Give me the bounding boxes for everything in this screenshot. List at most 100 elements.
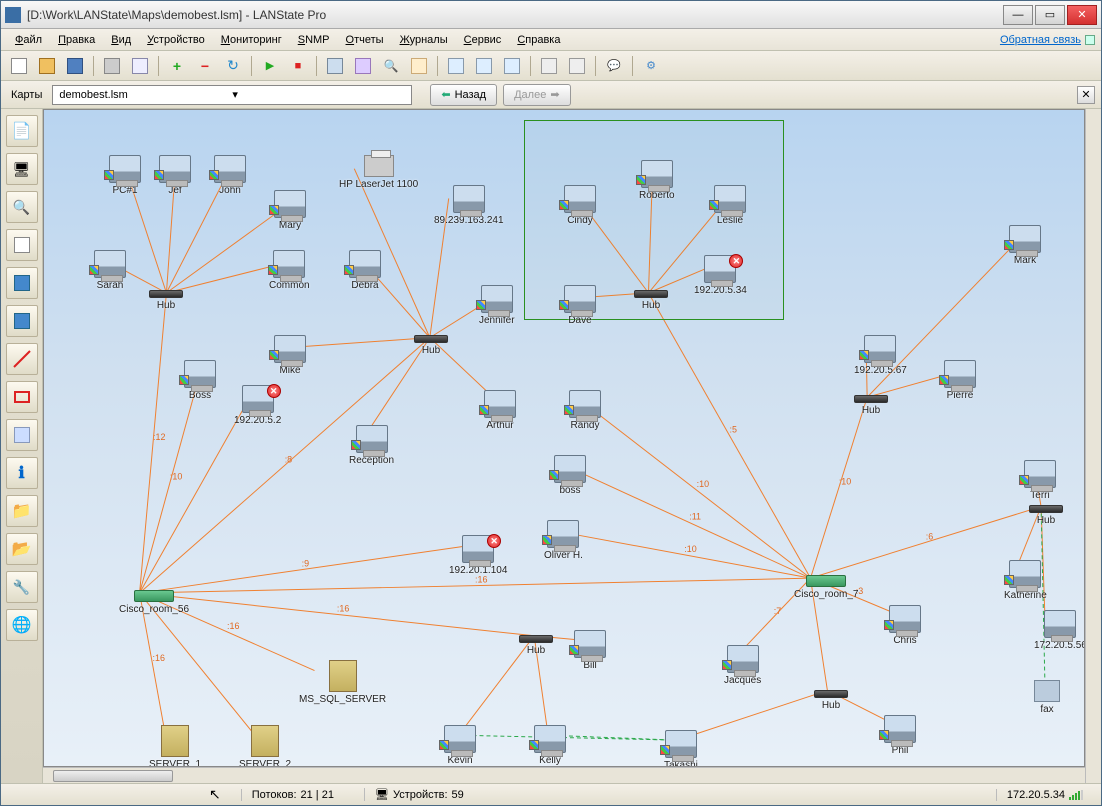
node-server1[interactable]: SERVER_1 [149, 725, 201, 767]
back-button[interactable]: ⬅ Назад [430, 84, 497, 106]
tool-line-icon[interactable] [6, 343, 38, 375]
node-boss2[interactable]: boss [554, 455, 586, 496]
node-jef[interactable]: Jef [159, 155, 191, 196]
remove-icon[interactable]: − [193, 54, 217, 78]
node-takashi[interactable]: Takashi [664, 730, 698, 767]
tool-doc-icon[interactable] [6, 229, 38, 261]
print-icon[interactable] [100, 54, 124, 78]
menu-правка[interactable]: Правка [50, 32, 103, 48]
node-ip52[interactable]: ✕192.20.5.2 [234, 385, 281, 426]
map-dropdown[interactable]: demobest.lsm ▾ [52, 85, 412, 105]
node-hub7[interactable]: Hub [1029, 505, 1063, 526]
node-hub4[interactable]: Hub [634, 290, 668, 311]
node-hub3[interactable]: Hub [519, 635, 553, 656]
node-roberto[interactable]: Roberto [639, 160, 675, 201]
node-bill[interactable]: Bill [574, 630, 606, 671]
node-john[interactable]: John [214, 155, 246, 196]
node-debra[interactable]: Debra [349, 250, 381, 291]
new-icon[interactable] [7, 54, 31, 78]
tool-device-icon[interactable]: 🖥 [6, 153, 38, 185]
node-pc1[interactable]: PC#1 [109, 155, 141, 196]
node-mark[interactable]: Mark [1009, 225, 1041, 266]
node-hub1[interactable]: Hub [149, 290, 183, 311]
tool-folder2-icon[interactable]: 📂 [6, 533, 38, 565]
node-katherine[interactable]: Katherine [1004, 560, 1047, 601]
play-icon[interactable]: ▶ [258, 54, 282, 78]
node-hub5[interactable]: Hub [814, 690, 848, 711]
log-icon[interactable] [537, 54, 561, 78]
node-sqlserver[interactable]: MS_SQL_SERVER [299, 660, 386, 705]
stop-icon[interactable]: ■ [286, 54, 310, 78]
node-sarah[interactable]: Sarah [94, 250, 126, 291]
chat-icon[interactable]: 💬 [602, 54, 626, 78]
node-ip89[interactable]: 89.239.163.241 [434, 185, 504, 226]
node-kevin[interactable]: Kevin [444, 725, 476, 766]
node-phil[interactable]: Phil [884, 715, 916, 756]
tool-list-icon[interactable] [6, 419, 38, 451]
save-icon[interactable] [63, 54, 87, 78]
node-hub2[interactable]: Hub [414, 335, 448, 356]
add-icon[interactable]: + [165, 54, 189, 78]
preview-icon[interactable] [128, 54, 152, 78]
node-boss[interactable]: Boss [184, 360, 216, 401]
node-server2[interactable]: SERVER_2 [239, 725, 291, 767]
menu-устройство[interactable]: Устройство [139, 32, 213, 48]
node-chris[interactable]: Chris [889, 605, 921, 646]
find-icon[interactable]: 🔍 [379, 54, 403, 78]
menu-snmp[interactable]: SNMP [290, 32, 338, 48]
node-leslie[interactable]: Leslie [714, 185, 746, 226]
node-reception[interactable]: Reception [349, 425, 394, 466]
network-canvas[interactable]: :12:10:8:9:16:16:16:16:5:10:11:10:7:3:10… [43, 109, 1085, 767]
menu-журналы[interactable]: Журналы [392, 32, 456, 48]
node-cisco7[interactable]: Cisco_room_7 [794, 575, 858, 600]
forward-button[interactable]: Далее ➡ [503, 84, 570, 106]
tool-folder1-icon[interactable]: 📁 [6, 495, 38, 527]
tool-info-icon[interactable]: ℹ [6, 457, 38, 489]
feedback-link[interactable]: Обратная связь [1000, 34, 1081, 46]
maximize-button[interactable]: ▭ [1035, 5, 1065, 25]
node-jennifer[interactable]: Jennifer [479, 285, 515, 326]
settings-icon[interactable]: ⚙ [639, 54, 663, 78]
menu-сервис[interactable]: Сервис [456, 32, 510, 48]
window3-icon[interactable] [500, 54, 524, 78]
monitor-icon[interactable] [323, 54, 347, 78]
menu-вид[interactable]: Вид [103, 32, 139, 48]
node-fax[interactable]: fax [1034, 680, 1060, 715]
close-map-button[interactable]: ✕ [1077, 86, 1095, 104]
window2-icon[interactable] [472, 54, 496, 78]
node-common[interactable]: Common [269, 250, 310, 291]
node-ip556[interactable]: 172.20.5.56 [1034, 610, 1085, 651]
node-ip567[interactable]: 192.20.5.67 [854, 335, 907, 376]
tool-select-icon[interactable]: 📄 [6, 115, 38, 147]
scan-icon[interactable] [351, 54, 375, 78]
node-cisco56[interactable]: Cisco_room_56 [119, 590, 189, 615]
node-oliverh[interactable]: Oliver H. [544, 520, 583, 561]
node-mary[interactable]: Mary [274, 190, 306, 231]
tool-search-icon[interactable]: 🔍 [6, 191, 38, 223]
report-icon[interactable] [565, 54, 589, 78]
node-terri[interactable]: Terri [1024, 460, 1056, 501]
node-dave[interactable]: Dave [564, 285, 596, 326]
node-randy[interactable]: Randy [569, 390, 601, 431]
node-kelly[interactable]: Kelly [534, 725, 566, 766]
menu-файл[interactable]: Файл [7, 32, 50, 48]
tool-shape1-icon[interactable] [6, 267, 38, 299]
titlebar[interactable]: [D:\Work\LANState\Maps\demobest.lsm] - L… [1, 1, 1101, 29]
node-cindy[interactable]: Cindy [564, 185, 596, 226]
node-arthur[interactable]: Arthur [484, 390, 516, 431]
node-printer1[interactable]: HP LaserJet 1100 [339, 155, 418, 190]
open-icon[interactable] [35, 54, 59, 78]
close-button[interactable]: ✕ [1067, 5, 1097, 25]
vertical-scrollbar[interactable] [1085, 109, 1101, 783]
menu-мониторинг[interactable]: Мониторинг [213, 32, 290, 48]
node-jacques[interactable]: Jacques [724, 645, 761, 686]
node-mike[interactable]: Mike [274, 335, 306, 376]
tool-wrench-icon[interactable]: 🔧 [6, 571, 38, 603]
node-ip104[interactable]: ✕192.20.1.104 [449, 535, 507, 576]
tool-globe-icon[interactable]: 🌐 [6, 609, 38, 641]
horizontal-scrollbar[interactable] [43, 767, 1085, 783]
node-ip534[interactable]: ✕192.20.5.34 [694, 255, 747, 296]
link-icon[interactable] [407, 54, 431, 78]
tool-shape2-icon[interactable] [6, 305, 38, 337]
window1-icon[interactable] [444, 54, 468, 78]
